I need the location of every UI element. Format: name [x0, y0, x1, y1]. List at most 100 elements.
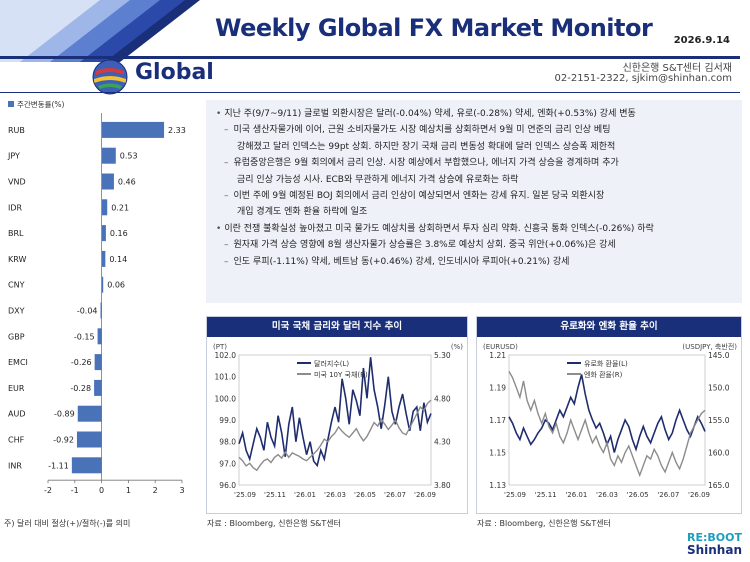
right-tick-label: 4.80: [434, 394, 451, 403]
value-label-aud: -0.89: [54, 410, 75, 419]
value-label-idr: 0.21: [111, 203, 129, 212]
value-label-brl: 0.16: [110, 229, 128, 238]
value-label-gbp: -0.15: [74, 332, 95, 341]
globe-icon: [92, 59, 128, 95]
dash-bullet: –: [224, 240, 229, 251]
value-label-cny: 0.06: [107, 281, 125, 290]
logo-line1: RE:BOOT: [687, 531, 742, 544]
category-label-rub: RUB: [8, 126, 25, 135]
category-label-eur: EUR: [8, 384, 25, 393]
report-title: Weekly Global FX Market Monitor: [215, 14, 653, 42]
value-label-vnd: 0.46: [118, 178, 136, 187]
header-decorative-stripes: [0, 0, 200, 62]
value-label-jpy: 0.53: [120, 152, 138, 161]
summary-line: – 미국 생산자물가에 이어, 근원 소비자물가도 시장 예상치를 상회하면서 9…: [216, 122, 732, 138]
x-tick-label: '26.05: [354, 491, 376, 499]
summary-line: – 인도 루피(-1.11%) 약세, 베트남 동(+0.46%) 강세, 인도네…: [216, 254, 732, 270]
left-tick-label: 1.13: [489, 481, 506, 490]
plot-frame: [238, 354, 432, 486]
value-label-emci: -0.26: [71, 358, 92, 367]
x-tick-label: '26.01: [294, 491, 316, 499]
bar-vnd: [101, 173, 114, 190]
left-tick-label: 1.17: [489, 416, 506, 425]
summary-text: 지난 주(9/7~9/11) 글로벌 외환시장은 달러(-0.04%) 약세, …: [224, 109, 636, 119]
value-label-eur: -0.28: [70, 384, 91, 393]
summary-line: 강해졌고 달러 인덱스는 99pt 상회. 하지만 장기 국채 금리 변동성 확…: [216, 139, 732, 155]
ust-dxy-chart-title: 미국 국채 금리와 달러 지수 추이: [207, 317, 467, 337]
category-label-vnd: VND: [8, 178, 26, 187]
x-tick-label: '26.05: [627, 491, 649, 499]
bar-chart-legend: 주간변동률(%): [17, 99, 65, 109]
x-tick-label: '26.03: [324, 491, 346, 499]
x-tick-label: '25.09: [504, 491, 526, 499]
bar-aud: [77, 405, 102, 422]
summary-line: – 유럽중앙은행은 9월 회의에서 금리 인상. 시장 예상에서 부합했으나, 에…: [216, 155, 732, 171]
dash-bullet: –: [224, 191, 229, 202]
right-tick-label: 165.0: [708, 481, 730, 490]
series-line-1: [508, 370, 706, 478]
left-tick-label: 101.0: [215, 373, 237, 382]
right-tick-label: 155.0: [708, 416, 730, 425]
eur-jpy-chart-title: 유로화와 엔화 환율 추이: [477, 317, 741, 337]
summary-line: – 이번 주에 9월 예정된 BOJ 회의에서 금리 인상이 예상되면서 엔화는 …: [216, 188, 732, 204]
title-divider: [0, 56, 740, 59]
x-tick-label: -1: [71, 486, 79, 495]
left-tick-label: 1.15: [489, 449, 506, 458]
x-tick-label: '26.07: [384, 491, 406, 499]
summary-text: 이번 주에 9월 예정된 BOJ 회의에서 금리 인상이 예상되면서 엔화는 강…: [233, 191, 605, 202]
left-tick-label: 1.19: [489, 384, 506, 393]
market-summary-box: 지난 주(9/7~9/11) 글로벌 외환시장은 달러(-0.04%) 약세, …: [206, 100, 742, 303]
weekly-fx-change-bar-chart: 주간변동률(%) RUB 2.33 JPY 0.53 VND 0.46 IDR 0.21 BRL 0…: [4, 97, 200, 517]
category-label-brl: BRL: [8, 229, 24, 238]
category-label-jpy: JPY: [7, 152, 20, 161]
x-tick-label: '25.11: [264, 491, 286, 499]
bar-eur: [94, 379, 102, 396]
category-label-krw: KRW: [8, 255, 26, 264]
x-tick-label: -2: [44, 486, 52, 495]
bar-rub: [101, 121, 165, 138]
x-tick-label: '26.09: [414, 491, 436, 499]
legend-label-0: 달러지수(L): [314, 359, 349, 368]
category-label-emci: EMCI: [8, 358, 28, 367]
series-line-0: [238, 357, 432, 468]
left-tick-label: 96.0: [219, 481, 236, 490]
x-tick-label: '26.07: [657, 491, 679, 499]
summary-line: 금리 인상 가능성 시사. ECB와 무관하게 에너지 가격 상승에 유로화는 …: [216, 172, 732, 188]
x-tick-label: 0: [99, 486, 104, 495]
value-label-rub: 2.33: [168, 126, 186, 135]
logo-line2: Shinhan: [686, 543, 742, 557]
author-contact[interactable]: 02-2151-2322, sjkim@shinhan.com: [554, 73, 733, 84]
bar-inr: [71, 457, 102, 474]
x-tick-label: '25.09: [234, 491, 256, 499]
x-tick-label: 3: [179, 486, 184, 495]
ust-dxy-chart-panel: 미국 국채 금리와 달러 지수 추이 (PT) (%) 102.0 101.0 100.…: [206, 316, 468, 514]
bar-jpy: [101, 147, 116, 164]
left-axis-unit: (PT): [213, 343, 227, 351]
bar-brl: [101, 225, 106, 242]
x-tick-label: '26.03: [596, 491, 618, 499]
ust-dxy-line-chart: (PT) (%) 102.0 101.0 100.0 99.0 98.0 97.0 96.0 5.…: [213, 343, 463, 499]
summary-line: 지난 주(9/7~9/11) 글로벌 외환시장은 달러(-0.04%) 약세, …: [216, 106, 732, 122]
summary-text: 원자재 가격 상승 영향에 8월 생산자물가 상승률은 3.8%로 예상치 상회…: [233, 240, 616, 251]
right-tick-label: 4.30: [434, 438, 451, 447]
category-label-idr: IDR: [8, 203, 23, 212]
reboot-shinhan-logo: RE:BOOT Shinhan: [686, 531, 742, 557]
legend-label-0: 유로화 환율(L): [584, 359, 628, 368]
bar-krw: [101, 250, 106, 267]
left-tick-label: 98.0: [219, 438, 236, 447]
category-label-dxy: DXY: [8, 307, 25, 316]
series-line-1: [238, 399, 432, 472]
report-date: 2026.9.14: [673, 35, 730, 46]
x-tick-label: '26.09: [688, 491, 710, 499]
right-tick-label: 145.0: [708, 351, 730, 360]
section-divider: [0, 92, 740, 93]
right-axis-unit: (USDJPY, 축반전): [682, 342, 737, 351]
left-tick-label: 102.0: [215, 351, 237, 360]
category-label-inr: INR: [8, 461, 22, 470]
value-label-krw: 0.14: [109, 255, 127, 264]
x-tick-label: 2: [153, 486, 158, 495]
left-tick-label: 100.0: [215, 394, 237, 403]
right-axis-unit: (%): [451, 343, 463, 351]
bar-chf: [76, 431, 102, 448]
bar-emci: [94, 354, 102, 371]
